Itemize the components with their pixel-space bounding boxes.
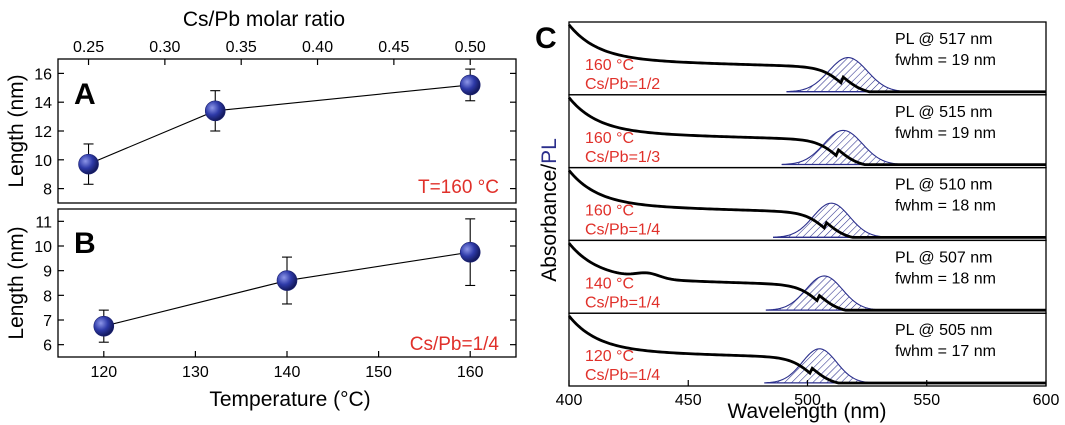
pl-peak: [781, 129, 905, 165]
panel-b-x-axis-title: Temperature (°C): [209, 388, 370, 411]
panel-a-y-axis-title: Length (nm): [5, 74, 28, 187]
panel-b-ticks: 120 130 140 150 160 6 7 8 9 10 11: [34, 214, 516, 381]
panel-b-frame: [57, 208, 517, 358]
y-tick-label: 11: [35, 214, 52, 231]
y-tick-label: 7: [43, 313, 52, 330]
absorbance-curve: [567, 169, 1046, 239]
panel-b-chart: B Cs/Pb=1/4 120 130 140 150 160 6 7 8 9 10 11 Temp…: [34, 208, 517, 411]
data-point: [459, 241, 481, 263]
pl-peak: [765, 275, 882, 311]
x-tick-label: 130: [182, 364, 209, 381]
pl-peak-label: PL @ 507 nm: [895, 249, 992, 266]
y-tick-label: 9: [43, 264, 52, 281]
x-tick-label: 0.35: [226, 39, 257, 56]
x-tick-label: 0.45: [378, 39, 409, 56]
sample-ratio-label: Cs/Pb=1/4: [585, 294, 660, 311]
panel-a-ticks: 0.25 0.30 0.35 0.40 0.45 0.50 8 10 12 14 16: [34, 39, 516, 199]
data-point: [93, 315, 115, 337]
spectrum-panel: 160 °C Cs/Pb=1/3 PL @ 515 nm fwhm = 19 nm: [567, 94, 1047, 169]
pl-peak: [764, 348, 875, 384]
y-tick-label: 6: [43, 338, 52, 355]
fwhm-label: fwhm = 19 nm: [895, 52, 996, 69]
panel-c-y-axis-title-pl: PL: [538, 138, 561, 164]
x-tick-label: 140: [274, 364, 301, 381]
y-tick-label: 12: [34, 124, 52, 141]
y-tick-label: 8: [43, 288, 52, 305]
panel-a-data: [78, 68, 481, 185]
y-tick-label: 10: [34, 239, 52, 256]
x-tick-label: 450: [675, 392, 702, 409]
x-tick-label: 500: [794, 392, 821, 409]
panel-b-y-axis-title: Length (nm): [5, 226, 28, 339]
x-tick-label: 0.50: [455, 39, 486, 56]
sample-ratio-label: Cs/Pb=1/3: [585, 149, 660, 166]
panel-a-chart: Cs/Pb molar ratio A T=160 °C 0.25 0.30 0.3…: [34, 8, 517, 204]
fwhm-label: fwhm = 18 nm: [895, 198, 996, 215]
panel-b-data: [93, 218, 481, 343]
x-tick-label: 400: [556, 392, 583, 409]
panel-c-letter: C: [535, 22, 557, 55]
data-point: [204, 100, 226, 122]
x-tick-label: 0.25: [73, 39, 104, 56]
panel-a-letter: A: [74, 78, 96, 111]
sample-temperature-label: 160 °C: [585, 57, 634, 74]
sample-ratio-label: Cs/Pb=1/4: [585, 367, 660, 384]
fwhm-label: fwhm = 17 nm: [895, 343, 996, 360]
y-tick-label: 10: [34, 153, 52, 170]
absorbance-curve: [567, 96, 1046, 166]
panel-c-y-axis-title-absorbance: Absorbance/: [538, 164, 561, 282]
pl-peak-label: PL @ 505 nm: [895, 322, 992, 339]
sample-ratio-label: Cs/Pb=1/2: [585, 76, 660, 93]
sample-temperature-label: 160 °C: [585, 130, 634, 147]
panel-c-chart: C Absorbance/PL 160 °C Cs/Pb=1/2 PL @ 517 …: [535, 21, 1060, 423]
panel-c-x-axis-title: Wavelength (nm): [727, 400, 886, 423]
fwhm-label: fwhm = 19 nm: [895, 125, 996, 142]
sample-temperature-label: 160 °C: [585, 203, 634, 220]
data-point: [276, 270, 298, 291]
y-tick-label: 16: [34, 66, 52, 83]
sample-ratio-label: Cs/Pb=1/4: [585, 222, 660, 239]
x-tick-label: 120: [90, 364, 117, 381]
pl-peak: [772, 202, 889, 238]
spectrum-panel: 120 °C Cs/Pb=1/4 PL @ 505 nm fwhm = 17 nm: [567, 312, 1047, 387]
panel-b-annotation: Cs/Pb=1/4: [410, 334, 500, 355]
panel-a-frame: [57, 58, 517, 204]
data-point: [459, 74, 481, 96]
absorbance-curve: [567, 242, 1046, 312]
data-point: [78, 153, 99, 175]
pl-peak-label: PL @ 510 nm: [895, 177, 992, 194]
panel-a-annotation: T=160 °C: [418, 177, 499, 198]
sample-temperature-label: 120 °C: [585, 348, 634, 365]
fwhm-label: fwhm = 18 nm: [895, 270, 996, 287]
panel-a-top-axis-title: Cs/Pb molar ratio: [183, 8, 345, 31]
x-tick-label: 160: [457, 364, 484, 381]
spectrum-panel: 160 °C Cs/Pb=1/4 PL @ 510 nm fwhm = 18 nm: [567, 166, 1047, 242]
x-tick-label: 0.30: [149, 39, 180, 56]
spectrum-panel: 160 °C Cs/Pb=1/2 PL @ 517 nm fwhm = 19 nm: [567, 21, 1047, 96]
connecting-line: [88, 84, 471, 165]
panel-c-ticks: 400 450 500 550 600: [556, 380, 1060, 409]
absorbance-curve: [567, 23, 1046, 94]
x-tick-label: 150: [365, 364, 392, 381]
spectrum-panel: 140 °C Cs/Pb=1/4 PL @ 507 nm fwhm = 18 nm: [567, 239, 1047, 314]
x-tick-label: 0.40: [302, 39, 333, 56]
pl-peak-label: PL @ 515 nm: [895, 104, 992, 121]
panel-b-letter: B: [74, 227, 96, 260]
sample-temperature-label: 140 °C: [585, 275, 634, 292]
pl-peak: [786, 57, 910, 93]
x-tick-label: 600: [1033, 392, 1060, 409]
panel-c-y-axis-title: Absorbance/PL: [538, 138, 561, 282]
absorbance-curve: [567, 315, 1046, 385]
pl-peak-label: PL @ 517 nm: [895, 31, 992, 48]
x-tick-label: 550: [913, 392, 940, 409]
y-tick-label: 14: [34, 95, 52, 112]
y-tick-label: 8: [43, 182, 52, 199]
